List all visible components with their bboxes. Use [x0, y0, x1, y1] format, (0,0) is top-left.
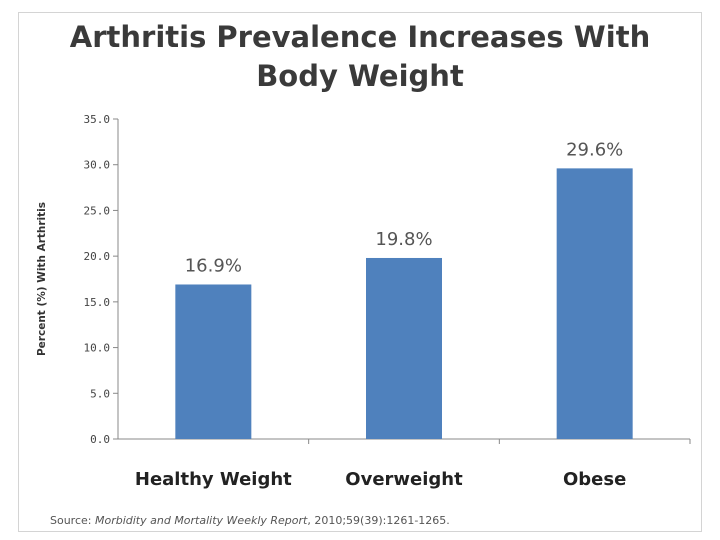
bar	[175, 284, 252, 439]
chart-title-line-2: Body Weight	[256, 59, 464, 93]
source-journal: Morbidity and Mortality Weekly Report	[94, 514, 308, 527]
chart-frame	[18, 12, 702, 532]
source-citation: Source: Morbidity and Mortality Weekly R…	[50, 514, 450, 527]
y-tick-label: 30.0	[84, 159, 111, 172]
data-label: 29.6%	[566, 139, 623, 160]
y-tick-label: 25.0	[84, 204, 111, 217]
chart-title: Arthritis Prevalence Increases With Body…	[0, 18, 720, 96]
bar	[556, 168, 633, 439]
source-details: , 2010;59(39):1261-1265.	[307, 514, 450, 527]
y-axis-title: Percent (%) With Arthritis	[36, 202, 48, 356]
y-tick-label: 35.0	[84, 113, 111, 126]
data-label: 16.9%	[185, 255, 242, 276]
y-tick-label: 10.0	[84, 342, 111, 355]
chart-title-line-1: Arthritis Prevalence Increases With	[69, 20, 651, 54]
y-tick-label: 0.0	[90, 433, 110, 446]
data-label: 19.8%	[375, 229, 432, 250]
x-tick-label: Overweight	[345, 469, 463, 490]
x-tick-label: Obese	[563, 469, 626, 490]
y-tick-label: 5.0	[90, 387, 110, 400]
y-tick-label: 20.0	[84, 250, 111, 263]
y-tick-label: 15.0	[84, 296, 111, 309]
x-tick-label: Healthy Weight	[135, 469, 292, 490]
source-prefix: Source:	[50, 514, 95, 527]
bar	[366, 257, 442, 439]
